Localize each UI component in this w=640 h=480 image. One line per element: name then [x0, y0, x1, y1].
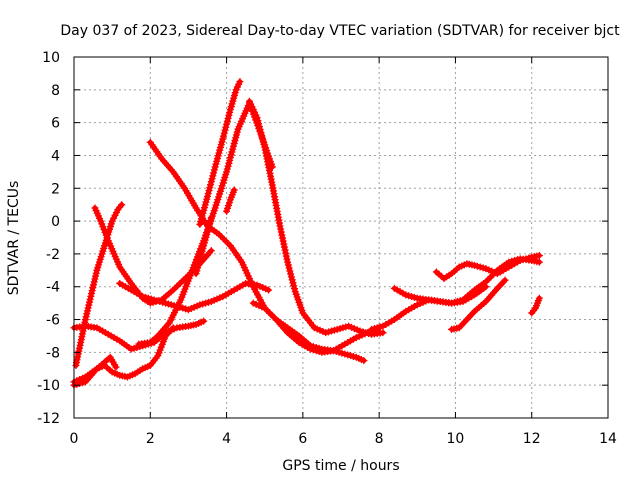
x-tick-label: 14: [599, 431, 617, 447]
y-tick-label: -8: [46, 345, 60, 361]
data-point-marker: [236, 78, 244, 86]
x-tick-label: 8: [375, 431, 384, 447]
x-tick-label: 4: [222, 431, 231, 447]
data-point-marker: [200, 317, 208, 325]
y-tick-label: -4: [46, 280, 60, 296]
data-point-marker: [535, 294, 543, 302]
x-tick-label: 6: [298, 431, 307, 447]
y-tick-label: -2: [46, 247, 60, 263]
y-tick-label: 0: [51, 214, 60, 230]
y-tick-label: 8: [51, 83, 60, 99]
plot-frame: [73, 56, 609, 419]
data-series: [70, 78, 543, 389]
series-arc11: [192, 214, 215, 278]
axis-ticks: 0 2 4 6 8 10 12 14 -12 -10 -8 -6 -4 -2 0 2 4 6 8 10: [37, 50, 617, 447]
grid-lines: [74, 57, 608, 418]
data-point-marker: [535, 252, 543, 260]
data-point-marker: [501, 276, 509, 284]
data-point-marker: [112, 363, 120, 371]
series-arc9: [116, 279, 273, 314]
series-arc3: [72, 201, 126, 369]
data-point-marker: [207, 247, 215, 255]
y-tick-label: -12: [37, 411, 60, 427]
data-point-marker: [379, 329, 387, 337]
series-line: [246, 98, 386, 337]
x-axis-label: GPS time / hours: [282, 458, 399, 474]
series-line: [73, 202, 125, 368]
series-arc7: [196, 78, 244, 228]
data-point-marker: [118, 201, 126, 209]
y-tick-label: 4: [51, 148, 60, 164]
y-tick-label: 6: [51, 116, 60, 132]
y-tick-label: -6: [46, 313, 60, 329]
data-point-marker: [360, 357, 368, 365]
series-arc18: [528, 294, 543, 317]
chart-title: Day 037 of 2023, Sidereal Day-to-day VTE…: [60, 23, 620, 39]
series-arc17: [448, 276, 509, 333]
x-tick-label: 2: [146, 431, 155, 447]
data-point-marker: [265, 286, 273, 294]
x-tick-label: 10: [447, 431, 465, 447]
data-point-marker: [230, 186, 238, 194]
series-arc13: [249, 299, 383, 356]
data-point-marker: [535, 258, 543, 266]
x-tick-label: 12: [523, 431, 541, 447]
y-tick-label: 10: [42, 50, 60, 66]
series-arc10: [245, 97, 387, 338]
y-axis-label: SDTVAR / TECUs: [6, 181, 22, 296]
y-tick-label: 2: [51, 181, 60, 197]
y-tick-label: -10: [37, 378, 60, 394]
series-arc16: [432, 252, 543, 283]
x-tick-label: 0: [70, 431, 79, 447]
series-arc12: [223, 186, 238, 215]
data-point-marker: [207, 214, 215, 222]
